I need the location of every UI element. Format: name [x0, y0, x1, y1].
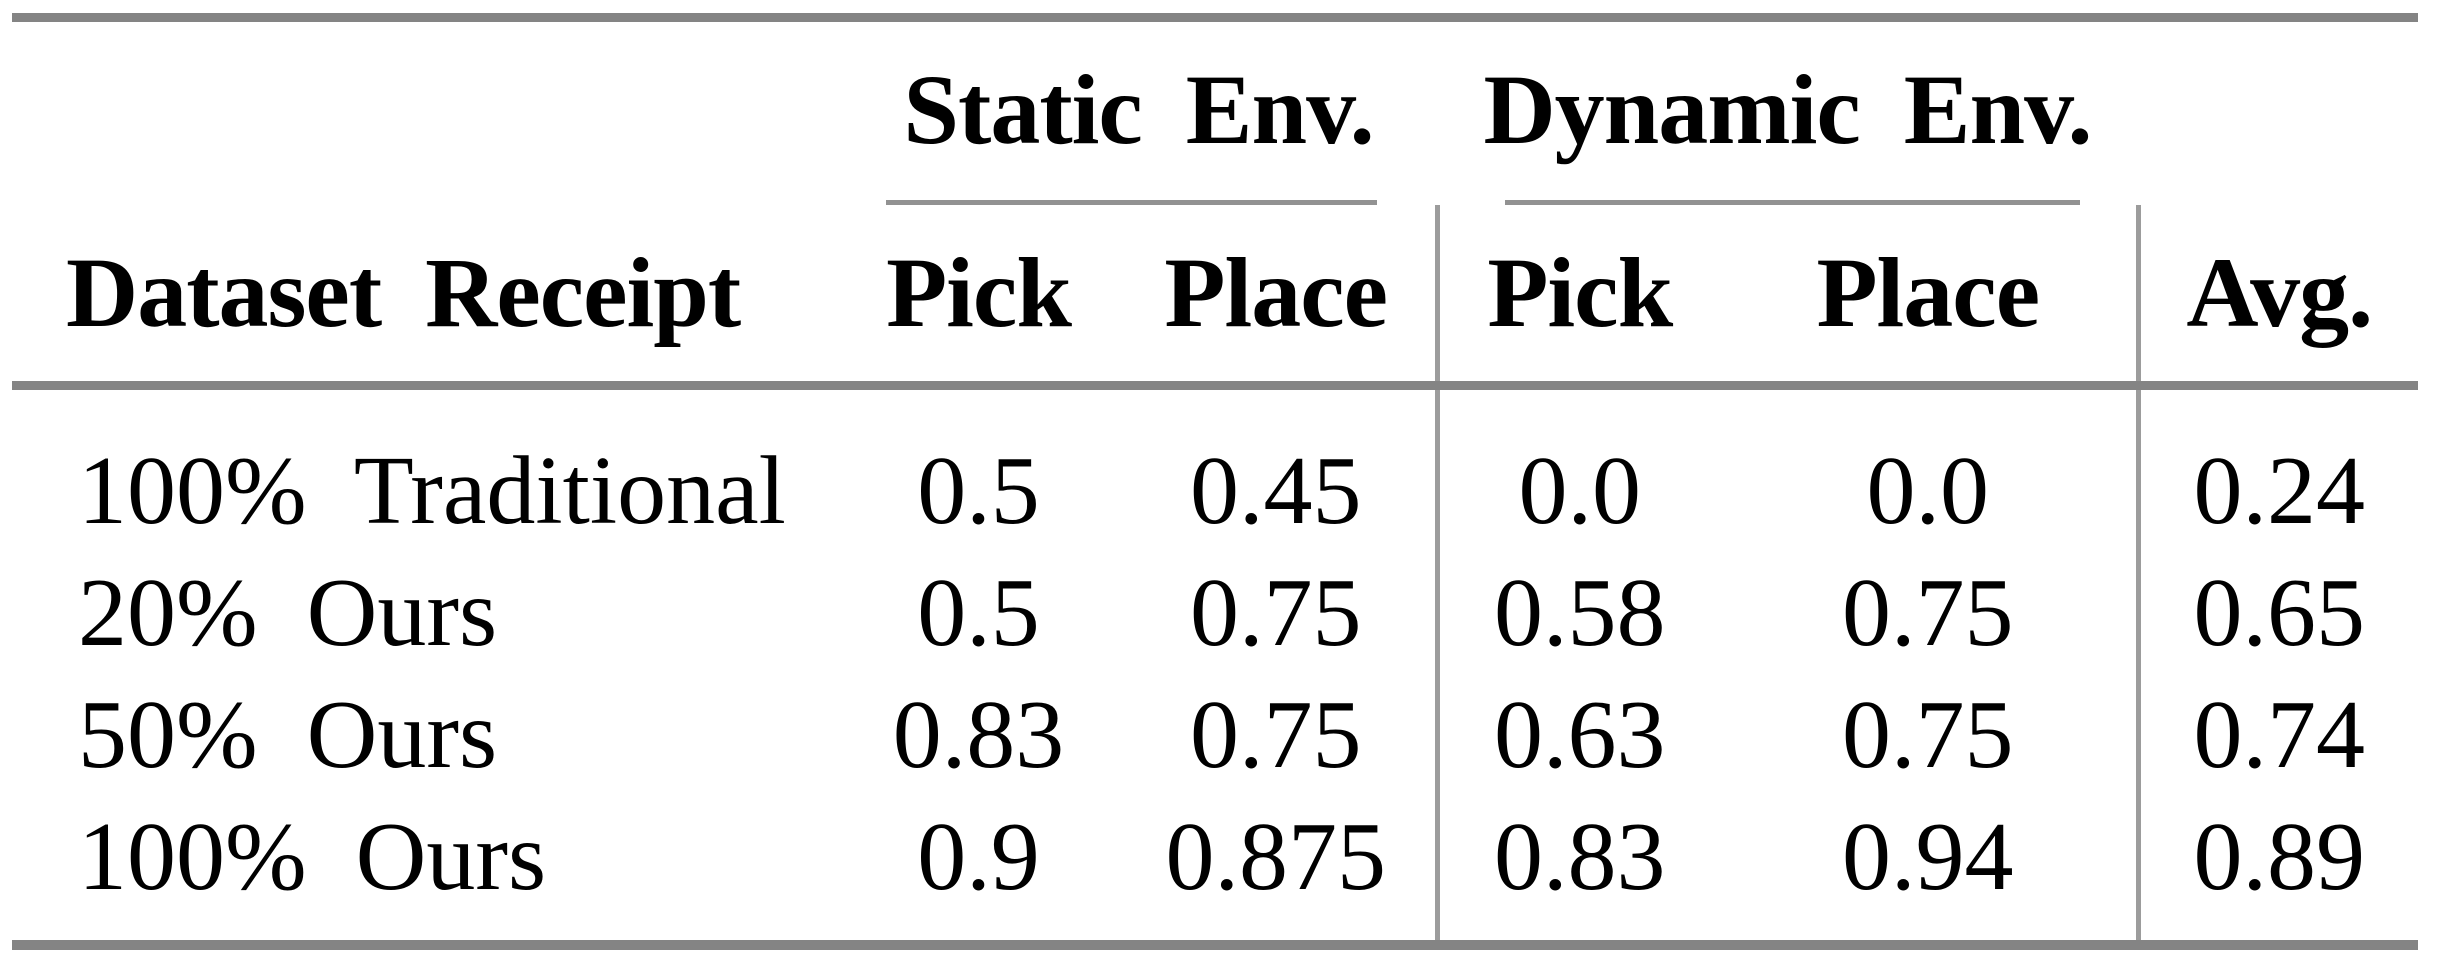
static-env-underline	[886, 200, 1377, 205]
cell-dataset: 50% Ours	[78, 681, 498, 789]
cell-static-pick: 0.9	[917, 803, 1040, 911]
header-group-spacer-right	[2138, 18, 2418, 206]
cell-avg: 0.89	[2135, 796, 2419, 945]
cell-static-place: 0.45	[1190, 437, 1362, 545]
cell-dynamic-pick: 0.58	[1434, 552, 1720, 674]
cell-dynamic-place: 0.0	[1866, 437, 1990, 545]
cell-avg: 0.65	[2135, 552, 2419, 674]
cell-static-place: 0.875	[1165, 803, 1387, 911]
cell-dataset: 100% Ours	[78, 803, 547, 911]
col-header-dynamic-place: Place	[1816, 237, 2040, 348]
cell-dynamic-place: 0.94	[1842, 803, 2014, 911]
header-group-dynamic-env: Dynamic Env.	[1437, 18, 2138, 205]
cell-dynamic-place: 0.75	[1842, 681, 2014, 789]
col-header-dataset-receipt: Dataset Receipt	[66, 237, 741, 348]
static-env-label: Static Env.	[903, 54, 1374, 165]
results-table: Static Env. Dynamic Env. Dataset Receipt…	[12, 13, 2419, 950]
dynamic-env-underline	[1505, 200, 2081, 205]
dynamic-env-group: Dynamic Env.	[1437, 22, 2138, 205]
header-group-spacer-left	[12, 18, 840, 206]
col-header-avg: Avg.	[2135, 205, 2419, 386]
col-header-static-place: Place	[1164, 237, 1388, 348]
cell-static-place: 0.75	[1190, 559, 1362, 667]
cell-static-place: 0.75	[1190, 681, 1362, 789]
col-header-static-pick: Pick	[886, 237, 1072, 348]
cell-dynamic-pick: 0.0	[1434, 385, 1720, 552]
cell-static-pick: 0.83	[892, 681, 1065, 789]
cell-dataset: 20% Ours	[78, 559, 498, 667]
table-header: Static Env. Dynamic Env. Dataset Receipt…	[12, 18, 2419, 386]
header-group-static-env: Static Env.	[840, 18, 1437, 205]
table-row: 100% Ours 0.9 0.875 0.83 0.94 0.89	[12, 796, 2419, 945]
cell-static-pick: 0.5	[917, 437, 1040, 545]
table-row: 100% Traditional 0.5 0.45 0.0 0.0 0.24	[12, 385, 2419, 552]
cell-avg: 0.74	[2135, 674, 2419, 796]
col-header-dynamic-pick: Pick	[1434, 205, 1720, 386]
header-group-row: Static Env. Dynamic Env.	[12, 18, 2418, 206]
cell-avg: 0.24	[2135, 385, 2419, 552]
table-row: 20% Ours 0.5 0.75 0.58 0.75 0.65	[12, 552, 2419, 674]
cell-dynamic-pick: 0.63	[1434, 674, 1720, 796]
static-env-group: Static Env.	[840, 22, 1437, 205]
cell-static-pick: 0.5	[917, 559, 1040, 667]
dynamic-env-label: Dynamic Env.	[1483, 54, 2092, 165]
table-row: 50% Ours 0.83 0.75 0.63 0.75 0.74	[12, 674, 2419, 796]
cell-dynamic-place: 0.75	[1842, 559, 2014, 667]
cell-dynamic-pick: 0.83	[1434, 796, 1720, 945]
cell-dataset: 100% Traditional	[78, 437, 786, 545]
column-header-row: Dataset Receipt Pick Place Pick Place Av…	[12, 205, 2419, 386]
table-body: 100% Traditional 0.5 0.45 0.0 0.0 0.24 2…	[12, 385, 2419, 945]
